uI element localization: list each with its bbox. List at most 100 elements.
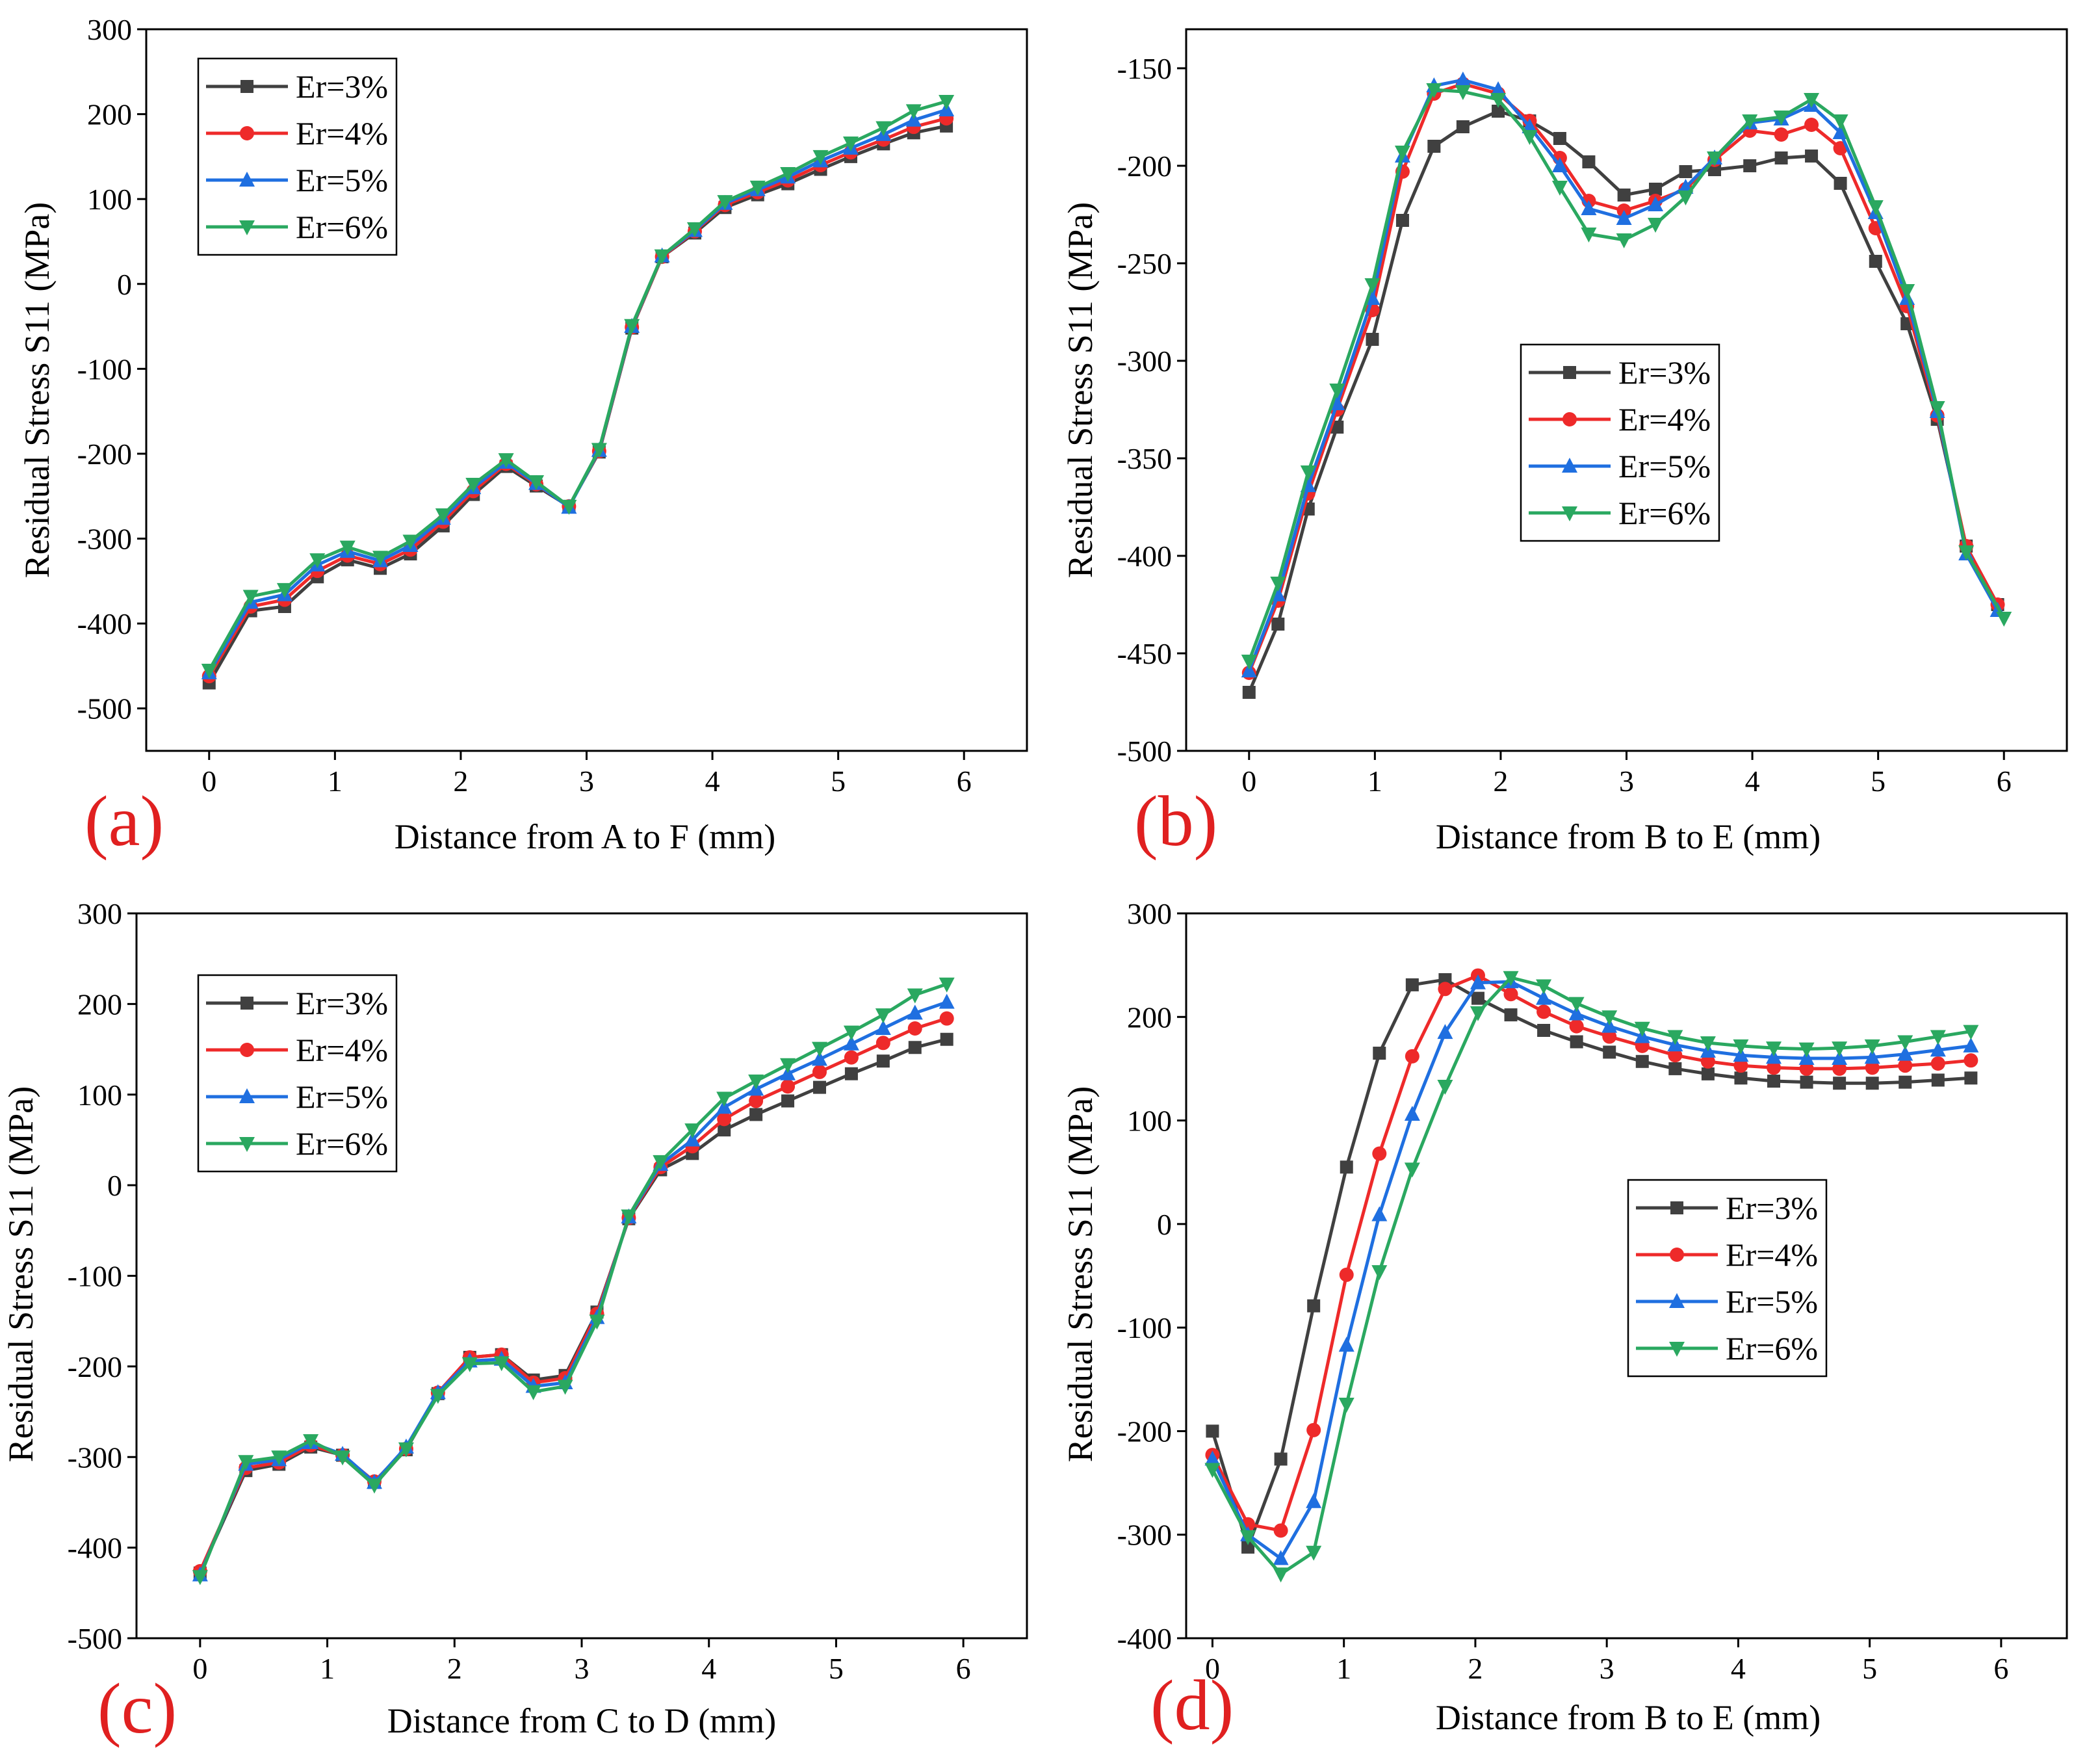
- x-axis-title: Distance from B to E (mm): [1436, 817, 1821, 856]
- legend-marker: [240, 80, 253, 93]
- series-Er=6%: [201, 95, 955, 679]
- data-point: [1774, 151, 1788, 164]
- y-tick-label: 300: [87, 13, 132, 46]
- data-point: [1470, 1006, 1486, 1021]
- data-point: [1767, 1075, 1781, 1088]
- data-point: [1404, 1162, 1420, 1178]
- data-point: [875, 1008, 891, 1024]
- data-point: [398, 1442, 414, 1458]
- data-point: [525, 1385, 541, 1400]
- data-point: [303, 1434, 319, 1450]
- data-point: [309, 553, 326, 569]
- y-axis-title: Residual Stress S11 (MPa): [1061, 1086, 1100, 1463]
- x-tick-label: 6: [956, 1652, 971, 1685]
- legend-marker: [1563, 366, 1576, 379]
- data-point: [1832, 114, 1848, 129]
- data-point: [653, 1155, 669, 1170]
- data-point: [1733, 1058, 1748, 1073]
- x-tick-label: 0: [201, 765, 216, 798]
- data-point: [1204, 1450, 1221, 1466]
- data-point: [1963, 1037, 1979, 1053]
- legend-marker: [240, 997, 253, 1010]
- data-point: [1503, 987, 1518, 1002]
- y-tick-label: -450: [1117, 637, 1172, 670]
- data-point: [1427, 140, 1441, 153]
- data-point: [1206, 1424, 1219, 1438]
- data-point: [1832, 1061, 1847, 1076]
- y-tick-label: 200: [77, 987, 122, 1021]
- data-point: [939, 993, 955, 1009]
- y-tick-label: -200: [77, 438, 132, 471]
- data-point: [1648, 196, 1664, 211]
- data-point: [1798, 1042, 1815, 1058]
- data-point: [654, 249, 670, 265]
- data-point: [1273, 1567, 1289, 1583]
- data-point: [1241, 1540, 1255, 1554]
- data-point: [908, 1041, 922, 1054]
- data-point: [276, 582, 292, 598]
- data-point: [1833, 1077, 1847, 1090]
- data-point: [1338, 1337, 1355, 1352]
- data-point: [1490, 81, 1507, 96]
- legend-marker: [1669, 1342, 1685, 1357]
- legend-label: Er=6%: [296, 209, 388, 245]
- y-tick-label: -250: [1117, 247, 1172, 280]
- data-point: [1471, 991, 1484, 1005]
- data-point: [493, 1356, 510, 1372]
- data-point: [1306, 1545, 1322, 1561]
- data-point: [1536, 1004, 1551, 1019]
- y-tick-label: -300: [1117, 345, 1172, 378]
- data-point: [1470, 974, 1486, 989]
- data-point: [528, 475, 545, 491]
- x-tick-label: 5: [1871, 765, 1886, 798]
- data-point: [1964, 1053, 1978, 1068]
- data-point: [1799, 1061, 1814, 1076]
- data-point: [875, 1020, 891, 1036]
- x-tick-label: 5: [831, 765, 846, 798]
- data-point: [1930, 1041, 1946, 1057]
- y-tick-label: -500: [77, 692, 132, 726]
- data-point: [192, 1570, 208, 1586]
- legend: Er=3% Er=4% Er=5% Er=6%: [197, 57, 398, 256]
- legend-marker: [239, 1137, 255, 1152]
- data-point: [684, 1123, 701, 1139]
- data-point: [1306, 1493, 1322, 1508]
- x-tick-label: 1: [1368, 765, 1382, 798]
- legend-label: Er=6%: [1618, 495, 1711, 531]
- y-tick-label: 0: [117, 268, 132, 301]
- data-point: [1241, 662, 1257, 677]
- data-point: [1581, 228, 1597, 242]
- x-tick-label: 1: [1336, 1652, 1351, 1685]
- legend-marker: [240, 126, 254, 140]
- data-point: [1898, 1058, 1913, 1073]
- x-tick-label: 0: [1205, 1652, 1220, 1685]
- data-point: [1329, 395, 1345, 410]
- series-Er=3%: [1242, 105, 2004, 699]
- y-tick-label: 100: [87, 183, 132, 216]
- y-tick-label: -400: [1117, 540, 1172, 573]
- data-point: [1649, 183, 1663, 196]
- data-point: [876, 1054, 890, 1068]
- y-tick-label: -300: [1117, 1519, 1172, 1552]
- data-point: [1958, 545, 1975, 560]
- data-point: [1456, 120, 1470, 133]
- chart-panel-3: 0 1 2 3 4 5 6 -500 -400 -300 -200 -100 0 100 200 300 Dis…: [1, 897, 1028, 1748]
- y-axis-title: Residual Stress S11 (MPa): [1061, 202, 1100, 579]
- legend-marker: [239, 220, 255, 235]
- data-point: [812, 150, 829, 165]
- legend-marker: [239, 1088, 255, 1103]
- data-point: [940, 1032, 953, 1046]
- data-point: [718, 1123, 731, 1137]
- y-tick-label: 0: [107, 1169, 122, 1202]
- data-point: [1492, 105, 1505, 118]
- data-point: [1964, 1071, 1978, 1085]
- legend: Er=3% Er=4% Er=5% Er=6%: [197, 974, 398, 1173]
- legend-marker: [1670, 1201, 1683, 1214]
- data-point: [1455, 85, 1471, 100]
- data-point: [875, 121, 892, 137]
- legend-label: Er=3%: [1726, 1190, 1818, 1226]
- data-point: [1774, 127, 1789, 142]
- y-tick-label: 200: [1127, 1000, 1172, 1034]
- data-point: [749, 1108, 763, 1121]
- data-point: [557, 1379, 573, 1395]
